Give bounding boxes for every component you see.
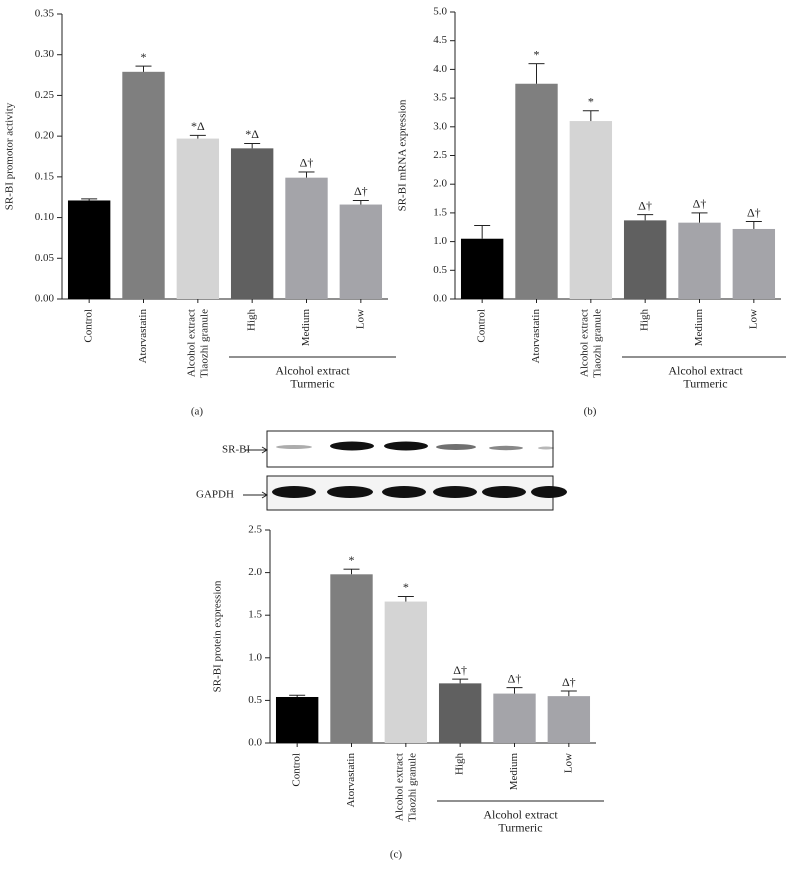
x-tick-label: Atorvastatin [345, 753, 357, 808]
y-tick-label: 0.00 [35, 293, 55, 305]
y-tick-label: 0.35 [35, 8, 55, 20]
significance-label: * [141, 50, 147, 64]
x-tick-label: High [639, 309, 651, 332]
group-label: Alcohol extract Turmeric [483, 807, 558, 834]
y-tick-label: 2.0 [433, 178, 447, 190]
significance-label: *Δ [245, 127, 259, 141]
panel-label: (a) [191, 406, 204, 418]
significance-label: * [534, 47, 540, 61]
y-tick-label: 0.0 [248, 737, 262, 749]
x-tick-label: Atorvastatin [530, 309, 542, 364]
y-tick-label: 1.0 [433, 235, 447, 247]
arrow-head [261, 446, 268, 454]
blot-bands [272, 441, 567, 498]
bar [515, 83, 558, 299]
significance-label: Δ† [693, 197, 707, 211]
y-tick-label: 2.5 [433, 149, 447, 161]
bar [547, 696, 591, 743]
bar [330, 574, 373, 743]
y-axis-label: SR-BI mRNA expression [397, 99, 409, 211]
y-tick-label: 4.0 [433, 63, 447, 75]
bar [623, 220, 667, 299]
bar [230, 148, 274, 299]
significance-label: *Δ [191, 119, 205, 133]
bar [339, 204, 383, 299]
y-tick-label: 1.5 [248, 609, 262, 621]
x-tick-label: Medium [693, 309, 705, 347]
blot-label: SR-BI [222, 444, 250, 456]
x-tick-label: Alcohol extractTiaozhi granule [185, 309, 210, 378]
western-blot: SR-BI GAPDH [196, 430, 567, 511]
bar [67, 200, 111, 299]
y-tick-label: 0.25 [35, 89, 55, 101]
y-tick-label: 1.5 [433, 206, 447, 218]
y-tick-label: 3.5 [433, 92, 447, 104]
significance-label: Δ† [508, 671, 522, 685]
group-label: Alcohol extract Turmeric [275, 363, 350, 390]
arrow-head [261, 491, 268, 499]
bar [569, 121, 613, 299]
significance-label: Δ† [638, 198, 652, 212]
x-tick-label: High [246, 309, 258, 332]
bar [732, 228, 776, 299]
bar [122, 71, 165, 299]
y-tick-label: 0.5 [433, 264, 447, 276]
bar [678, 222, 721, 299]
significance-label: Δ† [747, 205, 761, 219]
bar [176, 138, 220, 299]
x-tick-label: Control [291, 753, 303, 787]
x-tick-label: Low [354, 309, 366, 329]
y-tick-label: 0.30 [35, 48, 55, 60]
x-tick-label: Control [83, 309, 95, 343]
panel-label: (c) [390, 849, 403, 861]
blot-label: GAPDH [196, 489, 234, 501]
panel-label: (b) [584, 406, 597, 418]
bar [460, 238, 504, 299]
y-tick-label: 0.5 [248, 694, 262, 706]
x-tick-label: Alcohol extractTiaozhi granule [393, 753, 418, 822]
x-tick-label: Low [562, 753, 574, 773]
x-tick-label: Alcohol extractTiaozhi granule [578, 309, 603, 378]
x-tick-label: Medium [508, 753, 520, 791]
y-tick-label: 0.05 [35, 252, 55, 264]
x-tick-label: Atorvastatin [137, 309, 149, 364]
y-tick-label: 2.5 [248, 524, 262, 536]
bar [493, 693, 536, 743]
x-tick-label: High [454, 753, 466, 776]
y-tick-label: 3.0 [433, 120, 447, 132]
y-tick-label: 1.0 [248, 651, 262, 663]
y-tick-label: 0.20 [35, 130, 55, 142]
x-tick-label: Control [476, 309, 488, 343]
x-tick-label: Low [747, 309, 759, 329]
y-tick-label: 5.0 [433, 6, 447, 18]
significance-label: * [349, 553, 355, 567]
bar [275, 696, 319, 743]
y-tick-label: 0.10 [35, 211, 55, 223]
bar [285, 177, 328, 299]
y-tick-label: 2.0 [248, 566, 262, 578]
bar [438, 683, 482, 743]
y-tick-label: 0.0 [433, 293, 447, 305]
significance-label: Δ† [562, 675, 576, 689]
y-tick-label: 4.5 [433, 34, 447, 46]
significance-label: * [403, 580, 409, 594]
y-axis-label: SR-BI protein expression [212, 580, 224, 692]
x-tick-label: Medium [300, 309, 312, 347]
y-axis-label: SR-BI promotor activity [4, 102, 16, 210]
significance-label: Δ† [300, 156, 314, 170]
y-tick-label: 0.15 [35, 170, 55, 182]
bar [384, 601, 428, 743]
significance-label: Δ† [453, 663, 467, 677]
group-label: Alcohol extract Turmeric [668, 363, 743, 390]
significance-label: * [588, 94, 594, 108]
significance-label: Δ† [354, 184, 368, 198]
